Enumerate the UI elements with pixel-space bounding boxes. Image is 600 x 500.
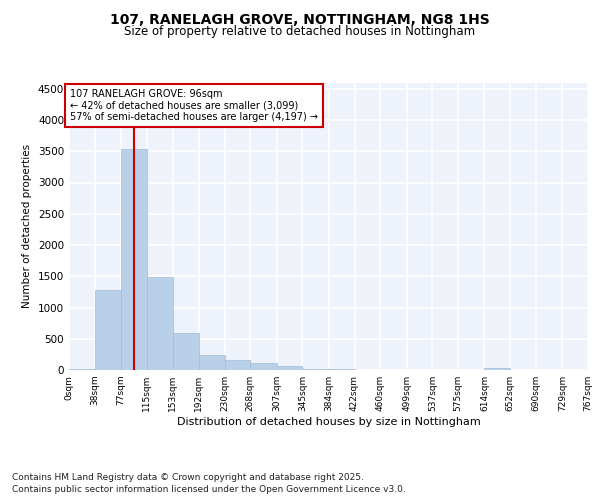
- Bar: [147, 277, 173, 370]
- Bar: [302, 368, 329, 370]
- Text: Size of property relative to detached houses in Nottingham: Size of property relative to detached ho…: [124, 25, 476, 38]
- Bar: [199, 354, 224, 370]
- Bar: [484, 368, 510, 370]
- Text: Contains public sector information licensed under the Open Government Licence v3: Contains public sector information licen…: [12, 485, 406, 494]
- Y-axis label: Number of detached properties: Number of detached properties: [22, 144, 32, 308]
- Text: 107 RANELAGH GROVE: 96sqm
← 42% of detached houses are smaller (3,099)
57% of se: 107 RANELAGH GROVE: 96sqm ← 42% of detac…: [70, 89, 319, 122]
- Bar: [329, 369, 355, 370]
- Bar: [250, 362, 277, 370]
- Text: 107, RANELAGH GROVE, NOTTINGHAM, NG8 1HS: 107, RANELAGH GROVE, NOTTINGHAM, NG8 1HS: [110, 12, 490, 26]
- Bar: [95, 290, 121, 370]
- Bar: [224, 360, 250, 370]
- Bar: [277, 366, 302, 370]
- Text: Contains HM Land Registry data © Crown copyright and database right 2025.: Contains HM Land Registry data © Crown c…: [12, 472, 364, 482]
- Bar: [173, 332, 199, 370]
- X-axis label: Distribution of detached houses by size in Nottingham: Distribution of detached houses by size …: [176, 417, 481, 427]
- Bar: [121, 150, 147, 370]
